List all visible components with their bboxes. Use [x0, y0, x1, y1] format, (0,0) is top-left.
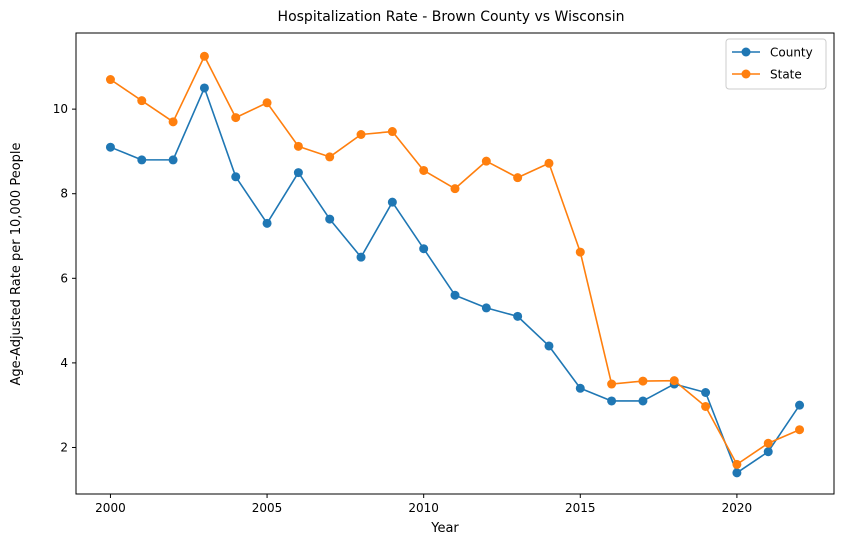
plot-area: 2000 2005 2010 2015 2020 2 4 6 8 10 [53, 32, 835, 515]
y-tick-label: 10 [53, 102, 68, 116]
y-tick-label: 6 [60, 271, 68, 285]
data-point-county [199, 83, 209, 93]
legend-marker-state [741, 69, 751, 79]
x-axis-label: Year [430, 521, 459, 536]
data-point-county [168, 155, 178, 165]
data-point-state [450, 184, 460, 194]
data-point-county [387, 197, 397, 207]
data-point-state [168, 117, 178, 127]
data-point-county [513, 311, 523, 321]
data-point-county [419, 244, 429, 254]
data-point-county [105, 142, 115, 152]
data-point-state [795, 425, 805, 435]
data-point-state [325, 152, 335, 162]
series-line-state [110, 55, 800, 466]
data-point-county [231, 172, 241, 182]
data-point-state [701, 401, 711, 411]
data-point-state [763, 438, 773, 448]
data-point-state [669, 376, 679, 386]
x-tick-label: 2015 [565, 501, 596, 515]
data-point-county [638, 396, 648, 406]
data-point-state [199, 51, 209, 61]
data-point-state [105, 75, 115, 85]
data-point-county [795, 400, 805, 410]
series-line-county [110, 87, 801, 474]
data-point-state [262, 98, 272, 108]
data-point-state [513, 173, 523, 183]
data-point-county [293, 168, 303, 178]
data-point-county [262, 218, 272, 228]
x-tick-label: 2005 [252, 501, 283, 515]
data-point-county [481, 303, 491, 313]
data-point-county [544, 341, 554, 351]
legend: County State [725, 38, 827, 90]
data-point-county [450, 290, 460, 300]
data-point-state [419, 165, 429, 175]
chart-title: Hospitalization Rate - Brown County vs W… [278, 9, 625, 25]
data-point-county [607, 396, 617, 406]
data-point-state [231, 113, 241, 123]
data-point-state [638, 376, 648, 386]
data-point-state [356, 130, 366, 140]
data-point-state [387, 127, 397, 137]
legend-label-county: County [770, 46, 813, 60]
data-point-state [481, 156, 491, 166]
data-point-county [325, 214, 335, 224]
data-point-county [701, 387, 711, 397]
data-point-county [575, 383, 585, 393]
data-point-county [137, 155, 147, 165]
legend-marker-county [741, 47, 751, 57]
y-axis-label: Age-Adjusted Rate per 10,000 People [9, 142, 24, 385]
axes-frame [75, 32, 835, 495]
data-point-state [575, 247, 585, 257]
legend-label-state: State [770, 68, 802, 82]
data-point-state [544, 158, 554, 168]
x-tick-label: 2020 [722, 501, 753, 515]
y-tick-label: 4 [60, 356, 68, 370]
data-point-state [732, 459, 742, 469]
x-tick-label: 2000 [95, 501, 126, 515]
data-point-county [356, 252, 366, 262]
x-tick-label: 2010 [408, 501, 439, 515]
y-tick-label: 2 [60, 440, 68, 454]
y-tick-label: 8 [60, 187, 68, 201]
data-point-state [607, 379, 617, 389]
data-point-county [763, 447, 773, 457]
data-point-county [732, 468, 742, 478]
data-point-state [137, 96, 147, 106]
data-point-state [293, 141, 303, 151]
